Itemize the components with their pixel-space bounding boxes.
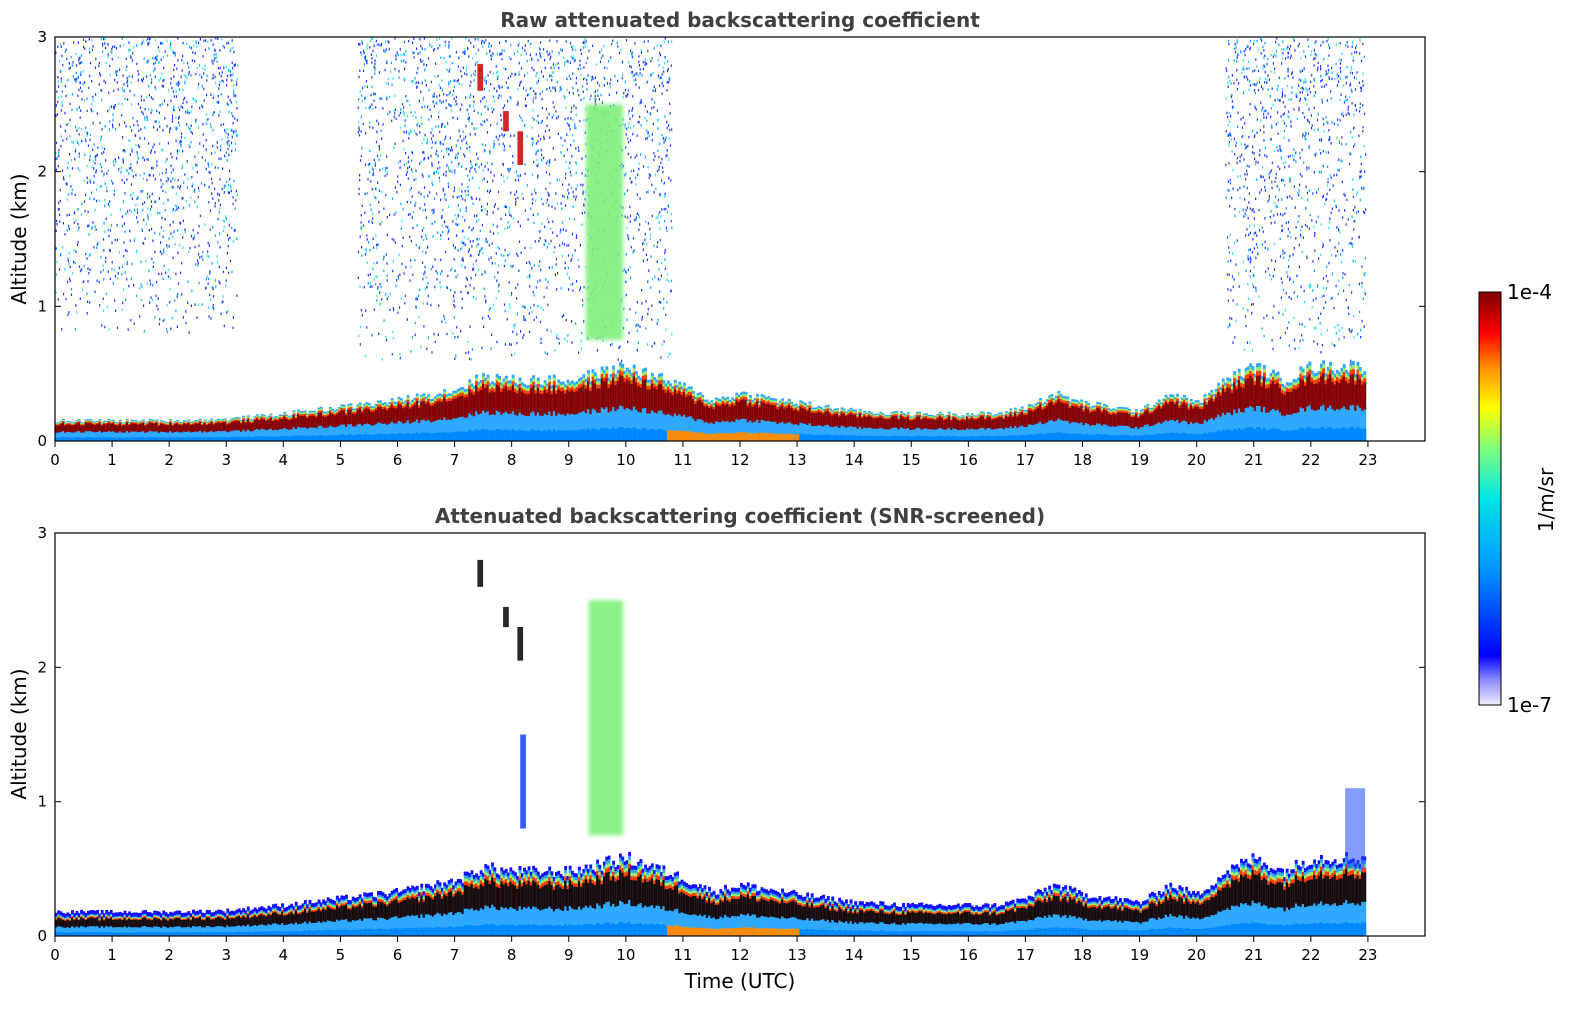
x-tick-label: 20 <box>1187 946 1206 964</box>
panel-screened-frame <box>54 532 1426 937</box>
panel-raw-y-axis: 0 1 2 3 <box>37 28 1425 450</box>
x-tick-label: 2 <box>164 946 174 964</box>
x-tick-label: 12 <box>730 946 749 964</box>
x-tick-label: 3 <box>221 451 231 469</box>
y-tick-label: 3 <box>37 524 47 542</box>
colorbar-gradient <box>1478 291 1502 706</box>
panel-raw-x-axis: 0 1 2 3 4 5 6 7 8 9 10 11 12 13 14 15 16 17 18 19 20 21 22 23 <box>50 441 1377 469</box>
panel-raw-title: Raw attenuated backscattering coefficien… <box>500 8 980 32</box>
panel-raw: Raw attenuated backscattering coefficien… <box>7 8 1426 469</box>
y-tick-label: 0 <box>37 432 47 450</box>
colorbar-min-label: 1e-7 <box>1507 693 1552 717</box>
panel-screened-y-label: Altitude (km) <box>7 668 31 799</box>
panel-screened-title: Attenuated backscattering coefficient (S… <box>435 504 1045 528</box>
noise-speckle <box>55 37 239 334</box>
y-tick-label: 2 <box>37 658 47 676</box>
colorbar-unit-label: 1/m/sr <box>1534 467 1558 532</box>
x-tick-label: 6 <box>393 946 403 964</box>
cloud-patch <box>503 111 509 132</box>
x-tick-label: 14 <box>845 946 864 964</box>
cloud-patch <box>517 627 524 661</box>
panel-screened-x-axis: 0 1 2 3 4 5 6 7 8 9 10 11 12 13 14 15 16 17 18 19 20 21 22 23 <box>50 936 1377 964</box>
y-tick-label: 1 <box>37 297 47 315</box>
x-tick-label: 10 <box>616 946 635 964</box>
x-tick-label: 22 <box>1301 451 1320 469</box>
y-tick-label: 1 <box>37 793 47 811</box>
x-tick-label: 11 <box>673 946 692 964</box>
cloud-patch <box>477 559 484 587</box>
x-tick-label: 5 <box>336 451 346 469</box>
x-tick-label: 6 <box>393 451 403 469</box>
x-tick-label: 5 <box>336 946 346 964</box>
x-tick-label: 0 <box>50 451 60 469</box>
x-tick-label: 8 <box>507 451 517 469</box>
panel-raw-y-label: Altitude (km) <box>7 173 31 304</box>
x-tick-label: 16 <box>959 451 978 469</box>
x-tick-label: 12 <box>730 451 749 469</box>
x-tick-label: 19 <box>1130 946 1149 964</box>
heatmap-layer <box>55 559 1367 936</box>
x-tick-label: 3 <box>221 946 231 964</box>
x-tick-label: 23 <box>1358 946 1377 964</box>
x-tick-label: 20 <box>1187 451 1206 469</box>
x-tick-label: 16 <box>959 946 978 964</box>
y-tick-label: 2 <box>37 163 47 181</box>
x-tick-label: 1 <box>107 946 117 964</box>
panel-raw-frame <box>54 36 1426 442</box>
panel-raw-plot-area <box>55 37 1367 441</box>
x-tick-label: 15 <box>902 946 921 964</box>
panel-screened-x-label: Time (UTC) <box>684 969 796 993</box>
x-tick-label: 21 <box>1244 946 1263 964</box>
x-tick-label: 10 <box>616 451 635 469</box>
x-tick-label: 17 <box>1016 946 1035 964</box>
cloud-patch <box>517 131 524 165</box>
colorbar-max-label: 1e-4 <box>1507 280 1552 304</box>
x-tick-label: 4 <box>279 946 289 964</box>
heatmap-layer <box>55 37 1367 441</box>
x-tick-label: 4 <box>279 451 289 469</box>
x-tick-label: 14 <box>845 451 864 469</box>
x-tick-label: 19 <box>1130 451 1149 469</box>
cloud-patch <box>520 734 526 829</box>
panel-screened-plot-area <box>55 559 1367 936</box>
x-tick-label: 18 <box>1073 451 1092 469</box>
x-tick-label: 9 <box>564 946 574 964</box>
colorbar: 1e-4 1e-7 1/m/sr <box>1478 280 1558 717</box>
y-tick-label: 0 <box>37 927 47 945</box>
x-tick-label: 1 <box>107 451 117 469</box>
x-tick-label: 11 <box>673 451 692 469</box>
x-tick-label: 17 <box>1016 451 1035 469</box>
panel-screened-y-axis: 0 1 2 3 <box>37 524 1425 945</box>
x-tick-label: 13 <box>788 946 807 964</box>
x-tick-label: 23 <box>1358 451 1377 469</box>
aerosol-patch <box>1345 788 1366 869</box>
y-tick-label: 3 <box>37 28 47 46</box>
x-tick-label: 0 <box>50 946 60 964</box>
x-tick-label: 13 <box>788 451 807 469</box>
x-tick-label: 8 <box>507 946 517 964</box>
x-tick-label: 18 <box>1073 946 1092 964</box>
x-tick-label: 7 <box>450 451 460 469</box>
cloud-patch <box>503 606 509 628</box>
noise-speckle <box>1225 37 1367 363</box>
boundary-layer <box>55 360 1367 441</box>
x-tick-label: 2 <box>164 451 174 469</box>
x-tick-label: 7 <box>450 946 460 964</box>
boundary-layer <box>55 851 1367 936</box>
x-tick-label: 22 <box>1301 946 1320 964</box>
x-tick-label: 21 <box>1244 451 1263 469</box>
cloud-patch <box>588 600 623 836</box>
cloud-patch <box>585 104 623 340</box>
cloud-patch <box>477 63 484 91</box>
noise-speckle <box>357 37 673 363</box>
x-tick-label: 9 <box>564 451 574 469</box>
panel-screened: Attenuated backscattering coefficient (S… <box>7 504 1426 993</box>
x-tick-label: 15 <box>902 451 921 469</box>
